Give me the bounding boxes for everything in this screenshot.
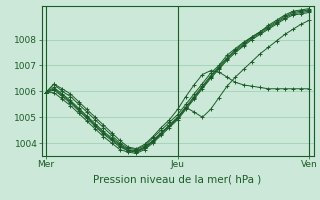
- X-axis label: Pression niveau de la mer( hPa ): Pression niveau de la mer( hPa ): [93, 175, 262, 185]
